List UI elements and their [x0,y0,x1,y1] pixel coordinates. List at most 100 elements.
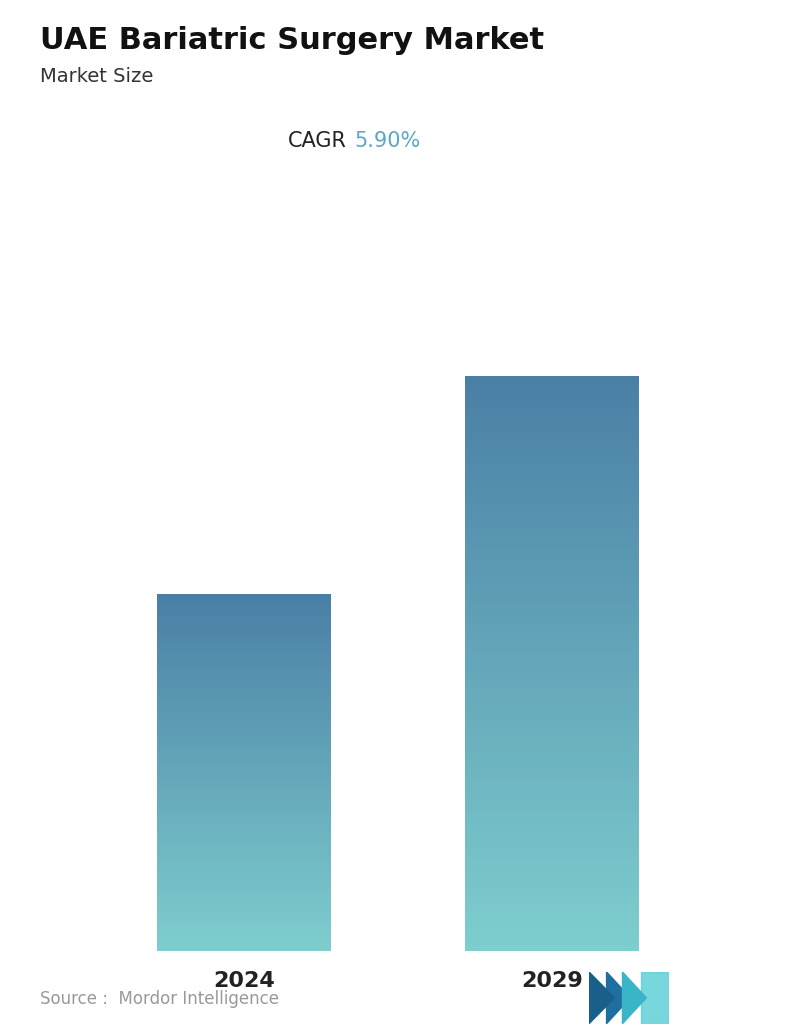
Bar [465,656,638,659]
Bar [465,516,638,518]
Bar [158,884,331,886]
Bar [158,839,331,841]
Bar [465,697,638,700]
Bar [158,892,331,894]
Bar [158,644,331,646]
Bar [465,535,638,538]
Bar [465,757,638,760]
Bar [465,460,638,463]
Polygon shape [607,972,630,1024]
Bar [465,712,638,716]
Bar [465,739,638,742]
Bar [465,703,638,706]
Bar [465,728,638,731]
Bar [158,926,331,929]
Bar [465,807,638,810]
Bar [158,902,331,904]
Bar [158,717,331,719]
Bar [158,922,331,925]
Polygon shape [622,972,646,1024]
Bar [465,613,638,616]
Bar [158,881,331,884]
Bar [158,668,331,670]
Bar [158,760,331,762]
Bar [465,876,638,879]
Bar [465,791,638,794]
Bar [158,716,331,718]
Bar [465,539,638,542]
Bar [158,945,331,948]
Bar [158,599,331,601]
Bar [158,596,331,598]
Bar [158,821,331,823]
Bar [158,670,331,672]
Bar [158,808,331,810]
Bar [158,792,331,794]
Bar [158,704,331,706]
Bar [158,666,331,669]
Bar [158,620,331,622]
Bar [158,777,331,780]
Bar [158,841,331,844]
Bar [158,898,331,901]
Bar [158,924,331,926]
Bar [158,938,331,941]
Bar [465,879,638,882]
Bar [465,856,638,859]
Bar [158,700,331,702]
Bar [158,660,331,662]
Bar [158,873,331,876]
Bar [465,818,638,821]
Bar [465,753,638,756]
Bar [158,814,331,816]
Bar [158,861,331,863]
Bar [158,797,331,799]
Bar [158,900,331,902]
Bar [158,789,331,791]
Bar [158,837,331,839]
Bar [158,607,331,609]
Bar [465,839,638,842]
Bar [465,465,638,468]
Bar [465,592,638,596]
Bar [465,602,638,605]
Bar [158,905,331,908]
Bar [465,575,638,578]
Bar [465,822,638,825]
Bar [158,886,331,888]
Text: Market Size: Market Size [40,67,153,86]
Bar [465,919,638,922]
Bar [465,600,638,603]
Bar [158,798,331,800]
Bar [465,629,638,632]
Bar [465,418,638,421]
Bar [158,862,331,864]
Bar [465,916,638,919]
Bar [158,813,331,815]
Bar [465,645,638,648]
Bar [158,838,331,840]
Bar [158,631,331,633]
Bar [465,748,638,751]
Bar [465,824,638,827]
Bar [465,858,638,861]
Bar [158,929,331,931]
Bar [158,624,331,626]
Bar [158,833,331,837]
Bar [158,634,331,637]
Bar [158,893,331,895]
Bar [465,746,638,749]
Bar [465,696,638,699]
Bar [465,404,638,407]
Bar [158,759,331,761]
Bar [465,811,638,814]
Bar [158,625,331,628]
Bar [465,804,638,808]
Bar [158,619,331,621]
Bar [158,725,331,727]
Bar [465,375,638,378]
Bar [158,879,331,881]
Bar [465,636,638,639]
Bar [465,933,638,936]
Bar [158,630,331,632]
